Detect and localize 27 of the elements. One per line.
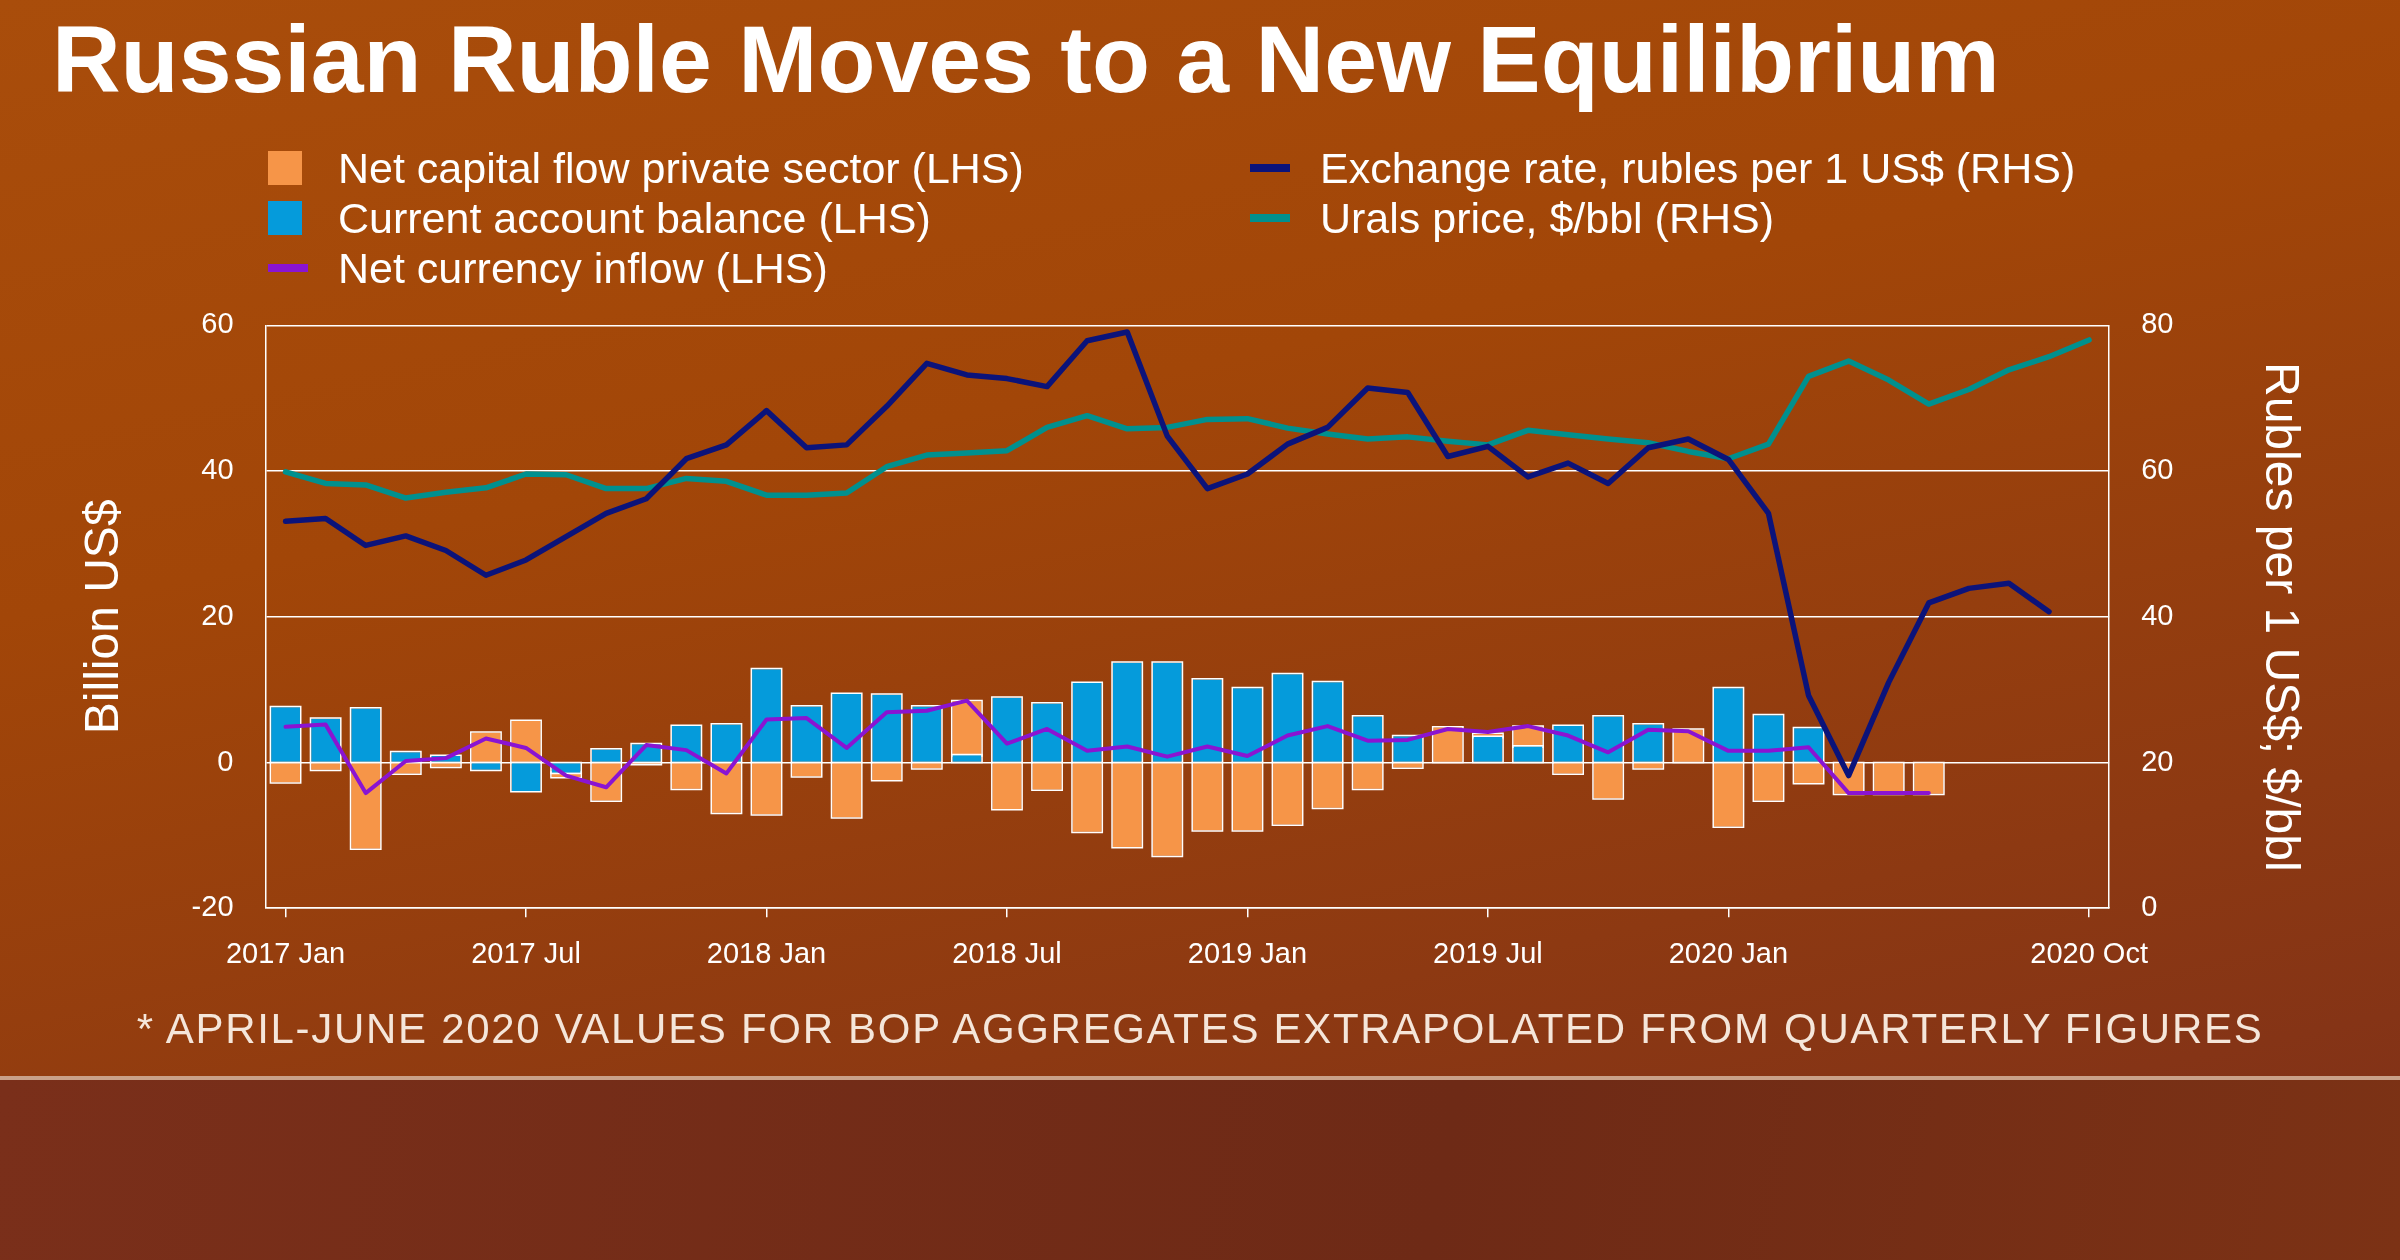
y2-tick-label: 80 — [2141, 307, 2174, 340]
legend-label: Urals price, $/bbl (RHS) — [1320, 193, 1774, 243]
y-tick-label: -20 — [191, 890, 234, 923]
x-tick-label: 2019 Jul — [1433, 936, 1543, 969]
y-tick-label: 20 — [201, 598, 234, 631]
x-tick-label: 2018 Jan — [706, 936, 827, 969]
legend-label: Exchange rate, rubles per 1 US$ (RHS) — [1320, 143, 2076, 193]
y2-tick-label: 20 — [2141, 744, 2174, 777]
y2-tick-label: 60 — [2141, 453, 2174, 486]
x-tick-label: 2018 Jul — [952, 936, 1062, 969]
x-tick-label: 2020 Oct — [2030, 936, 2148, 969]
y2-tick-label: 0 — [2141, 890, 2158, 923]
y2-tick-label: 40 — [2141, 598, 2174, 631]
x-tick-label: 2019 Jan — [1187, 936, 1308, 969]
x-tick-label: 2017 Jan — [225, 936, 346, 969]
x-tick-label: 2020 Jan — [1668, 936, 1789, 969]
legend-label: Net capital flow private sector (LHS) — [338, 143, 1024, 193]
y-tick-label: 60 — [201, 307, 234, 340]
x-tick-label: 2017 Jul — [471, 936, 581, 969]
y-tick-label: 40 — [201, 453, 234, 486]
text: * APRIL-JUNE 2020 VALUES FOR BOP AGGREGATES EXTRAPOLATED FROM QUARTERLY FIGURES — [135, 1004, 2265, 1054]
y-tick-label: 0 — [217, 744, 234, 777]
y2-axis-title: Rubles per 1 US$; $/bbl — [2255, 361, 2309, 872]
legend-label: Current account balance (LHS) — [338, 193, 931, 243]
legend-label: Net currency inflow (LHS) — [338, 243, 828, 293]
chart-title: Russian Ruble Moves to a New Equilibrium — [52, 5, 2000, 114]
y-axis-title: Billion US$ — [75, 499, 129, 735]
